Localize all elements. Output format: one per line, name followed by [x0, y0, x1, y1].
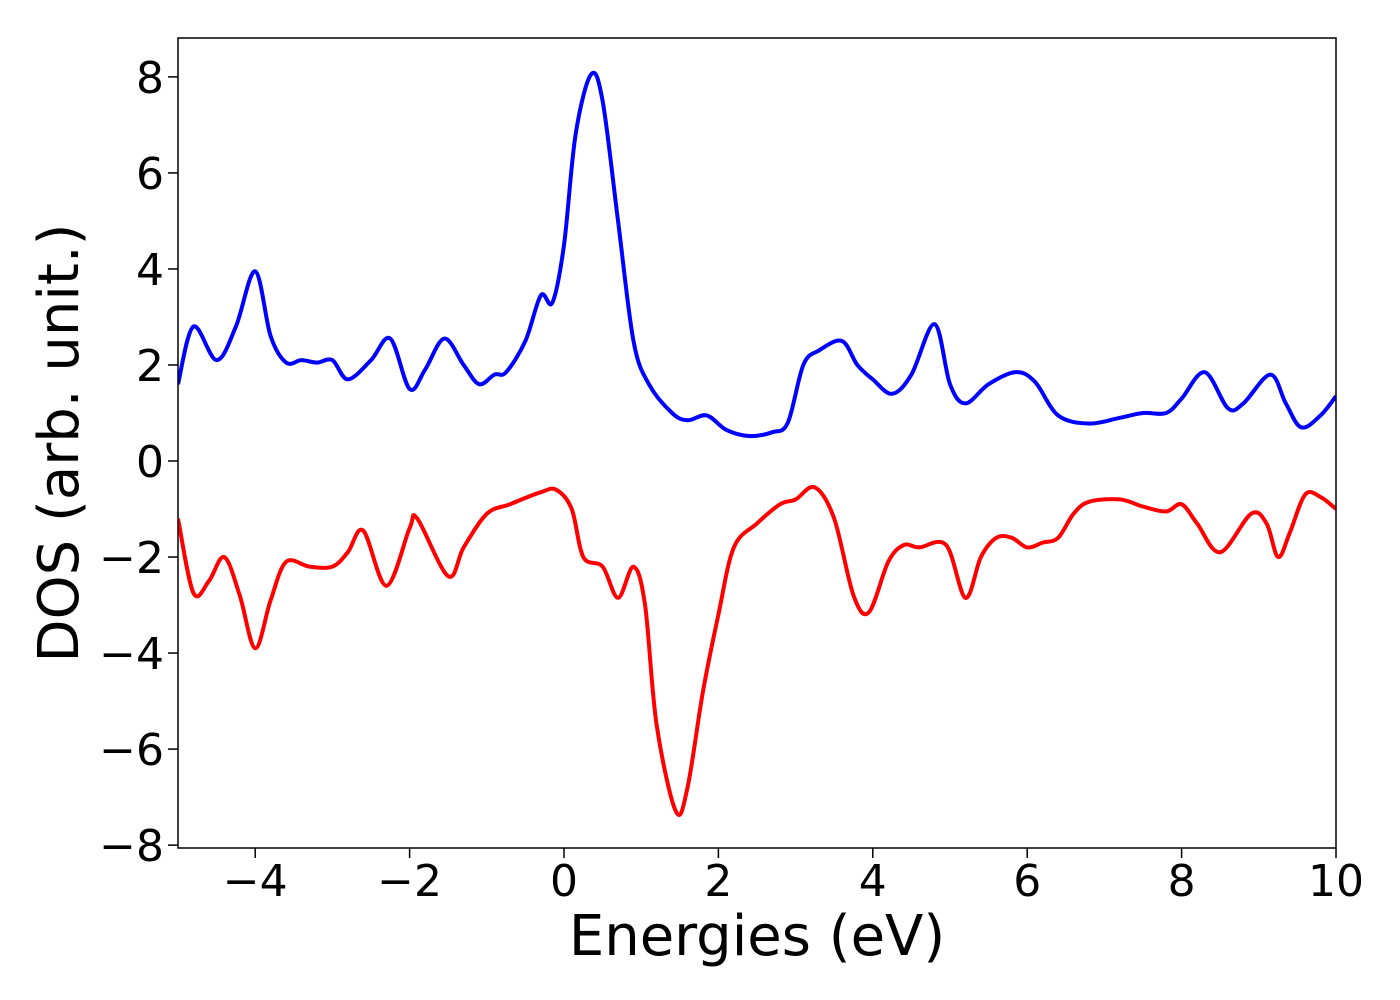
plot-frame	[177, 37, 1337, 849]
y-axis-label: DOS (arb. unit.)	[27, 223, 92, 662]
x-tick-label: 8	[1168, 856, 1196, 907]
x-tick-label: −4	[223, 856, 288, 907]
x-tick-label: 4	[859, 856, 887, 907]
x-tick-label: 10	[1308, 856, 1364, 907]
line-series	[178, 70, 1336, 439]
line-series	[178, 484, 1336, 817]
y-tick-label: 0	[136, 437, 164, 488]
x-tick-label: 2	[704, 856, 732, 907]
y-tick-label: −6	[99, 725, 164, 776]
y-tick-label: 4	[136, 245, 164, 296]
y-tick-label: −4	[99, 629, 164, 680]
x-tick-label: 0	[550, 856, 578, 907]
y-tick-label: 8	[136, 53, 164, 104]
x-tick-label: 6	[1013, 856, 1041, 907]
y-tick-label: −2	[99, 533, 164, 584]
x-tick-label: −2	[377, 856, 442, 907]
y-tick-label: 2	[136, 341, 164, 392]
y-tick-label: 6	[136, 149, 164, 200]
y-tick-label: −8	[99, 821, 164, 872]
x-axis-label: Energies (eV)	[569, 904, 945, 969]
